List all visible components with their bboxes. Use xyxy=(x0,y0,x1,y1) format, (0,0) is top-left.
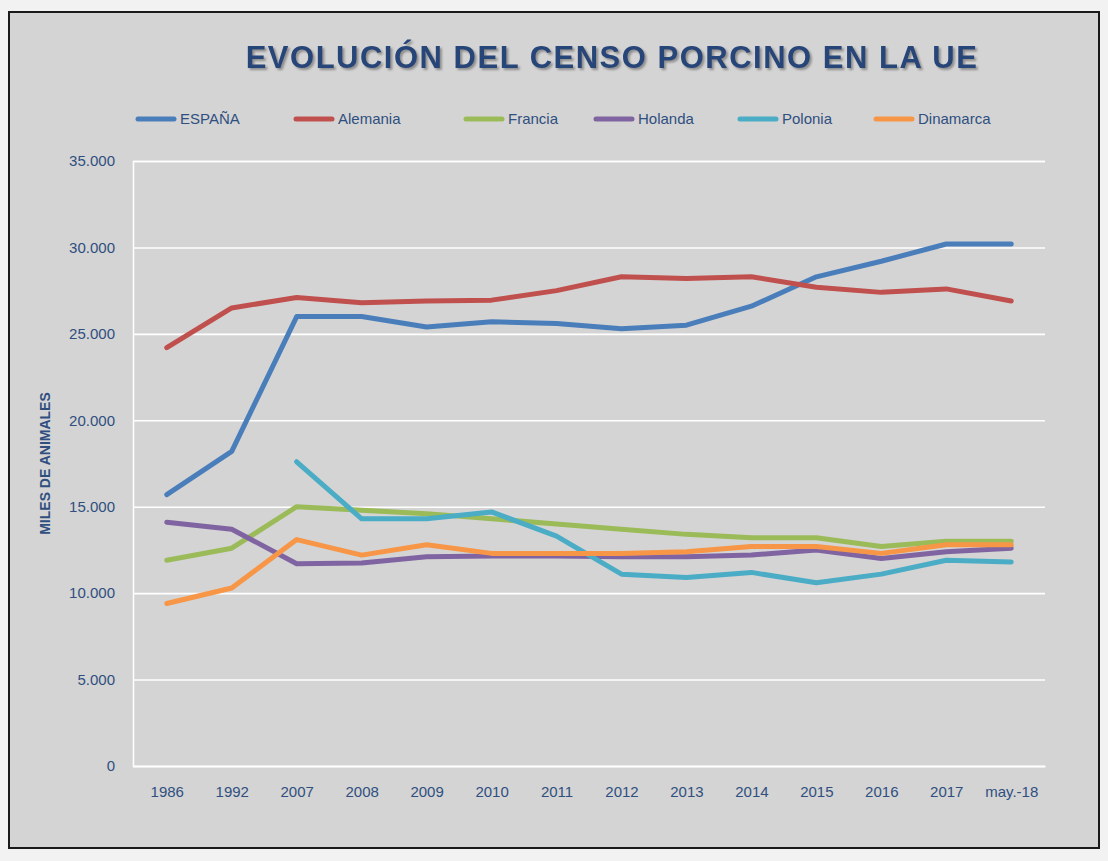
x-tick-label: may.-18 xyxy=(985,783,1038,800)
x-tick-label: 2016 xyxy=(865,783,898,800)
legend-item: Holanda xyxy=(596,110,695,127)
legend-label: Polonia xyxy=(782,110,833,127)
legend-label: Alemania xyxy=(338,110,401,127)
legend-label: ESPAÑA xyxy=(180,110,240,127)
plot-area xyxy=(167,244,1011,604)
x-tick: 2017 xyxy=(930,766,963,800)
y-tick-label: 25.000 xyxy=(69,325,115,342)
x-tick: 1986 xyxy=(151,766,184,800)
y-axis-title: MILES DE ANIMALES xyxy=(37,392,53,535)
legend: ESPAÑA Alemania Francia Holanda Polonia Dinam… xyxy=(138,110,991,127)
legend-swatch xyxy=(740,117,776,122)
grid-line xyxy=(133,420,1045,422)
series-line xyxy=(297,462,1012,583)
x-tick-label: 2012 xyxy=(605,783,638,800)
chart: EVOLUCIÓN DEL CENSO PORCINO EN LA UE MILE… xyxy=(0,0,1108,861)
legend-swatch xyxy=(296,117,332,122)
x-tick: 2010 xyxy=(475,766,508,800)
y-tick-label: 15.000 xyxy=(69,498,115,515)
y-tick-label: 20.000 xyxy=(69,412,115,429)
y-tick: 15.000 xyxy=(69,498,1045,515)
x-tick-label: 2014 xyxy=(735,783,768,800)
legend-item: ESPAÑA xyxy=(138,110,240,127)
legend-swatch xyxy=(138,117,174,122)
legend-item: Dinamarca xyxy=(876,110,991,127)
x-tick: 1992 xyxy=(216,766,249,800)
grid-line xyxy=(133,161,1045,163)
series-line xyxy=(167,277,1011,348)
y-axis-line xyxy=(134,162,1046,767)
x-axis-line xyxy=(134,766,1046,768)
y-tick: 5.000 xyxy=(77,671,1045,688)
x-tick-label: 2009 xyxy=(410,783,443,800)
grid-line xyxy=(133,766,1045,768)
legend-item: Alemania xyxy=(296,110,401,127)
y-tick-label: 30.000 xyxy=(69,239,115,256)
grid-line xyxy=(133,679,1045,681)
grid-line xyxy=(133,506,1045,508)
y-tick: 0 xyxy=(107,757,1045,774)
grid-line xyxy=(133,247,1045,249)
grid-line xyxy=(133,593,1045,595)
x-tick-label: 2007 xyxy=(281,783,314,800)
x-tick-label: 2008 xyxy=(345,783,378,800)
grid-line xyxy=(133,334,1045,336)
legend-swatch xyxy=(876,117,912,122)
x-tick-label: 2010 xyxy=(475,783,508,800)
x-tick-label: 2013 xyxy=(670,783,703,800)
legend-item: Polonia xyxy=(740,110,833,127)
legend-swatch xyxy=(466,117,502,122)
x-tick: 2008 xyxy=(345,766,378,800)
x-tick: 2009 xyxy=(410,766,443,800)
y-tick-label: 0 xyxy=(107,757,115,774)
x-tick-label: 2017 xyxy=(930,783,963,800)
legend-item: Francia xyxy=(466,110,559,127)
x-axis: 1986 1992 2007 2008 2009 2010 2011 2012 2013 2014… xyxy=(134,766,1046,800)
legend-label: Dinamarca xyxy=(918,110,991,127)
y-axis: 0 5.000 10.000 15.000 20.000 25.000 30.000 35.0… xyxy=(69,152,1045,774)
x-tick-label: 2015 xyxy=(800,783,833,800)
series-line xyxy=(167,244,1011,495)
x-tick-label: 1992 xyxy=(216,783,249,800)
x-tick-label: 1986 xyxy=(151,783,184,800)
x-tick-label: 2011 xyxy=(541,783,573,800)
legend-swatch xyxy=(596,117,632,122)
y-tick-label: 10.000 xyxy=(69,584,115,601)
panel xyxy=(9,12,1099,848)
y-tick: 30.000 xyxy=(69,239,1045,256)
y-tick: 35.000 xyxy=(69,152,1045,169)
x-tick: 2012 xyxy=(605,766,638,800)
legend-label: Francia xyxy=(508,110,559,127)
series-line xyxy=(167,540,1011,604)
x-tick: 2011 xyxy=(541,766,573,800)
x-tick: 2016 xyxy=(865,766,898,800)
y-tick-label: 5.000 xyxy=(77,671,115,688)
title: EVOLUCIÓN DEL CENSO PORCINO EN LA UE xyxy=(246,39,979,75)
x-tick: 2014 xyxy=(735,766,768,800)
legend-label: Holanda xyxy=(638,110,695,127)
x-tick: may.-18 xyxy=(985,766,1038,800)
y-tick: 20.000 xyxy=(69,412,1045,429)
x-tick: 2013 xyxy=(670,766,703,800)
y-tick-label: 35.000 xyxy=(69,152,115,169)
y-tick: 25.000 xyxy=(69,325,1045,342)
x-tick: 2015 xyxy=(800,766,833,800)
x-tick: 2007 xyxy=(281,766,314,800)
